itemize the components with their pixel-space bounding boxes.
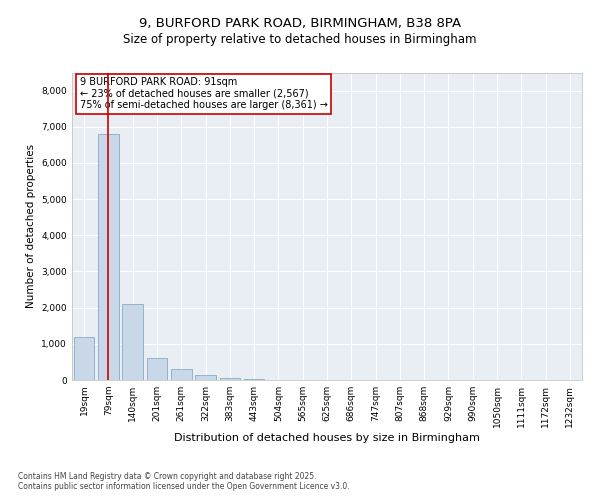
Text: Contains HM Land Registry data © Crown copyright and database right 2025.: Contains HM Land Registry data © Crown c… (18, 472, 317, 481)
Text: Contains public sector information licensed under the Open Government Licence v3: Contains public sector information licen… (18, 482, 350, 491)
Y-axis label: Number of detached properties: Number of detached properties (26, 144, 36, 308)
Bar (122, 304, 143, 380)
Bar (171, 369, 191, 380)
Bar (98, 134, 119, 380)
Bar (220, 378, 240, 380)
Text: Size of property relative to detached houses in Birmingham: Size of property relative to detached ho… (123, 32, 477, 46)
Text: 9 BURFORD PARK ROAD: 91sqm
← 23% of detached houses are smaller (2,567)
75% of s: 9 BURFORD PARK ROAD: 91sqm ← 23% of deta… (80, 77, 328, 110)
Bar (244, 379, 265, 380)
Bar (74, 336, 94, 380)
Text: 9, BURFORD PARK ROAD, BIRMINGHAM, B38 8PA: 9, BURFORD PARK ROAD, BIRMINGHAM, B38 8P… (139, 18, 461, 30)
Bar (195, 376, 216, 380)
X-axis label: Distribution of detached houses by size in Birmingham: Distribution of detached houses by size … (174, 432, 480, 442)
Bar (146, 358, 167, 380)
